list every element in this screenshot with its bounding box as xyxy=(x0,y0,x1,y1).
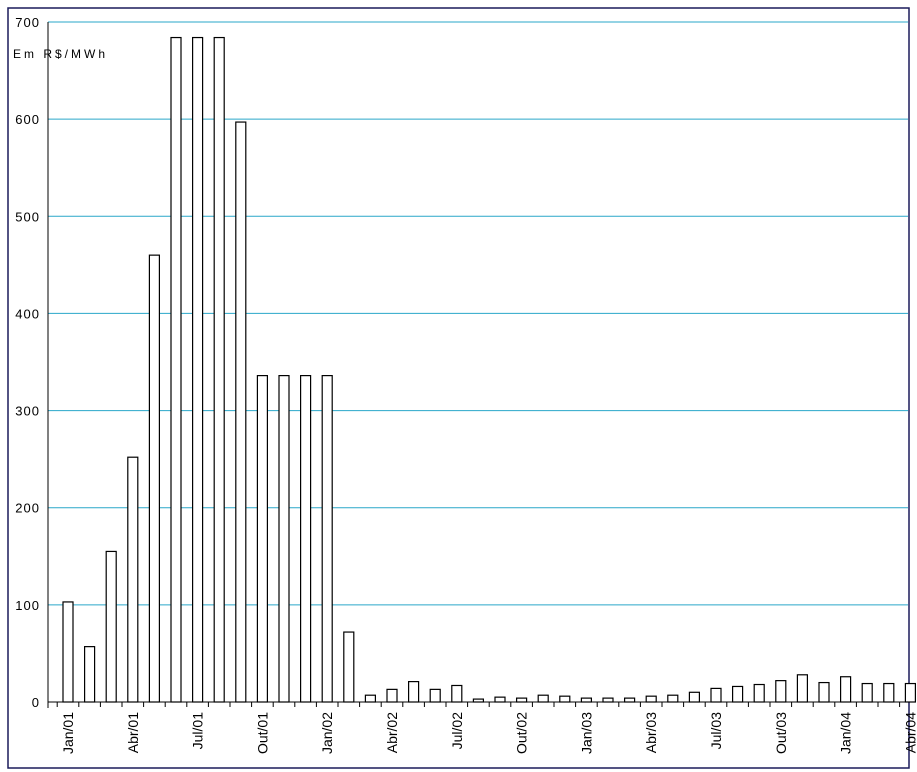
bar xyxy=(494,696,506,703)
x-tick-label: Abr/03 xyxy=(643,712,659,753)
bar xyxy=(904,682,917,703)
bar xyxy=(62,601,74,703)
x-tick-label: Jul/03 xyxy=(708,712,724,750)
bar xyxy=(861,682,873,703)
x-tick-label: Jan/04 xyxy=(838,712,854,754)
bar xyxy=(148,254,160,703)
x-tick-label: Out/01 xyxy=(254,712,270,754)
x-tick-label: Out/03 xyxy=(773,712,789,754)
y-tick-label: 700 xyxy=(15,15,40,30)
y-tick-label: 400 xyxy=(15,306,40,321)
x-tick-label: Jul/02 xyxy=(449,712,465,750)
y-axis-ticks: 0 100 200 300 400 500 600 700 xyxy=(15,15,40,710)
bar xyxy=(105,550,117,703)
y-tick-label: 100 xyxy=(15,598,40,613)
bar xyxy=(580,697,593,703)
bar xyxy=(429,688,441,703)
bar xyxy=(386,688,398,703)
bar xyxy=(364,694,376,703)
bar xyxy=(559,695,571,703)
bar xyxy=(170,36,182,703)
bar xyxy=(83,646,96,703)
bar xyxy=(883,682,895,703)
bar xyxy=(300,375,312,703)
gridlines xyxy=(48,21,908,606)
x-axis-ticks: Jan/01 Abr/01 Jul/01 Out/01 Jan/02 Abr/02 Jul/… xyxy=(60,712,917,754)
y-tick-label: 500 xyxy=(15,209,40,224)
x-tick-label: Jan/02 xyxy=(319,712,335,754)
x-tick-label: Jan/01 xyxy=(60,712,76,754)
x-tick-label: Jan/03 xyxy=(578,712,594,754)
bar xyxy=(623,697,636,703)
bar xyxy=(451,684,463,703)
bar xyxy=(775,680,787,703)
bar xyxy=(343,631,355,703)
bar xyxy=(839,676,852,703)
bar xyxy=(278,375,290,703)
x-tick-label: Jul/01 xyxy=(190,712,206,750)
bar xyxy=(515,697,528,703)
bar xyxy=(731,685,744,703)
bar xyxy=(796,674,809,703)
bar xyxy=(321,375,333,703)
bar xyxy=(213,36,225,703)
bar xyxy=(602,697,614,703)
y-tick-label: 300 xyxy=(15,404,40,419)
bar xyxy=(235,121,247,703)
x-tick-label: Abr/04 xyxy=(902,712,917,753)
bar xyxy=(753,683,765,703)
bar xyxy=(645,695,657,703)
y-tick-label: 600 xyxy=(15,112,40,127)
bar xyxy=(127,456,139,703)
bar xyxy=(256,375,268,703)
bar xyxy=(537,694,549,703)
x-axis xyxy=(47,22,908,708)
x-tick-label: Abr/02 xyxy=(384,712,400,753)
bars xyxy=(62,36,917,703)
bar xyxy=(408,680,420,703)
x-tick-label: Out/02 xyxy=(514,712,530,754)
bar xyxy=(710,687,722,703)
x-tick-label: Abr/01 xyxy=(125,712,141,753)
bar xyxy=(688,691,701,703)
bar xyxy=(667,694,679,703)
y-tick-label: 200 xyxy=(15,501,40,516)
y-tick-label: 0 xyxy=(32,695,40,710)
bar xyxy=(818,681,830,703)
bar xyxy=(192,36,204,703)
chart-frame xyxy=(7,7,910,769)
unit-label: Em R$/MWh xyxy=(13,47,108,61)
